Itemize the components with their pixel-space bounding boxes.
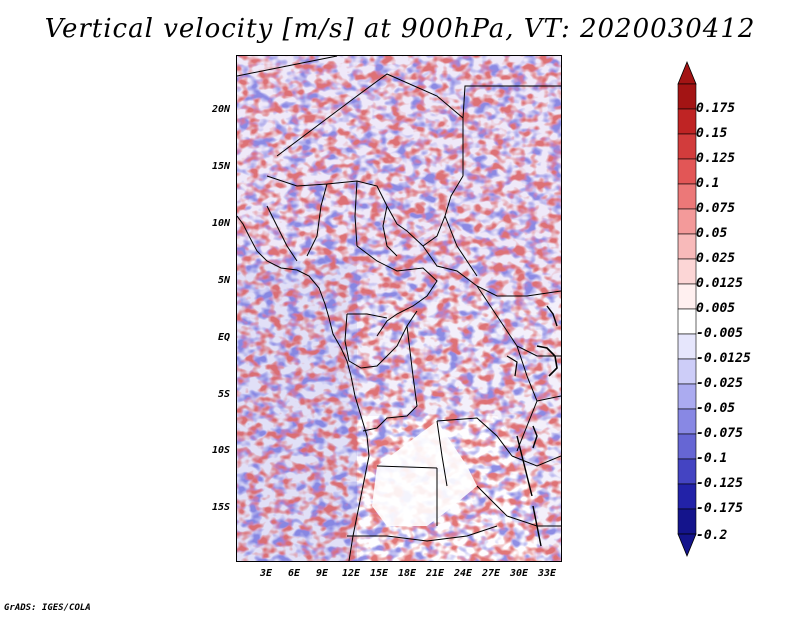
lat-label-10s: 10S	[211, 445, 230, 456]
colorbar-swatch	[677, 83, 697, 110]
lat-label-15s: 15S	[211, 502, 230, 513]
colorbar-swatch	[677, 133, 697, 160]
lat-label-15n: 15N	[211, 161, 230, 172]
country-borders	[237, 56, 561, 561]
lon-label-12e: 12E	[341, 568, 361, 579]
coastline	[237, 215, 370, 561]
colorbar-bottom-arrow	[677, 533, 697, 558]
colorbar-swatch	[677, 508, 697, 535]
colorbar-label: -0.1	[696, 451, 728, 466]
colorbar-swatch	[677, 358, 697, 385]
colorbar-swatch	[677, 308, 697, 335]
lat-label-5n: 5N	[217, 275, 230, 286]
field-calm-zone	[372, 421, 477, 526]
colorbar-label: 0.15	[696, 126, 728, 141]
colorbar-swatch	[677, 383, 697, 410]
lon-label-27e: 27E	[481, 568, 501, 579]
colorbar-label: -0.175	[696, 501, 743, 516]
colorbar-label: -0.125	[696, 476, 743, 491]
colorbar-swatch	[677, 283, 697, 310]
colorbar-label: 0.175	[696, 101, 736, 116]
colorbar-swatch	[677, 233, 697, 260]
colorbar-label: 0.075	[696, 201, 736, 216]
colorbar-label: 0.1	[696, 176, 720, 191]
map-canvas	[237, 56, 561, 561]
lat-label-20n: 20N	[211, 104, 230, 115]
lon-label-18e: 18E	[397, 568, 417, 579]
colorbar-swatch	[677, 458, 697, 485]
lon-label-15e: 15E	[369, 568, 389, 579]
colorbar-label: -0.05	[696, 401, 736, 416]
lon-label-9e: 9E	[315, 568, 329, 579]
colorbar-label: -0.005	[696, 326, 743, 341]
colorbar-swatch	[677, 408, 697, 435]
colorbar-label: 0.025	[696, 251, 736, 266]
colorbar-label: 0.0125	[696, 276, 743, 291]
colorbar-swatch	[677, 258, 697, 285]
lon-label-30e: 30E	[509, 568, 529, 579]
lat-label-eq: EQ	[217, 332, 230, 343]
grads-credit: GrADS: IGES/COLA	[4, 603, 91, 613]
colorbar-swatch	[677, 483, 697, 510]
colorbar-swatch	[677, 108, 697, 135]
colorbar-swatch	[677, 333, 697, 360]
colorbar	[677, 60, 697, 558]
colorbar-label: -0.025	[696, 376, 743, 391]
map-panel	[236, 55, 562, 562]
lat-label-10n: 10N	[211, 218, 230, 229]
colorbar-swatch	[677, 158, 697, 185]
colorbar-label: 0.005	[696, 301, 736, 316]
colorbar-label: -0.2	[696, 528, 728, 543]
colorbar-label: 0.05	[696, 226, 728, 241]
colorbar-top-arrow	[677, 60, 697, 85]
chart-title: Vertical velocity [m/s] at 900hPa, VT: 2…	[44, 14, 756, 44]
lon-label-3e: 3E	[259, 568, 273, 579]
colorbar-label: -0.0125	[696, 351, 751, 366]
lon-label-6e: 6E	[287, 568, 301, 579]
colorbar-swatch	[677, 208, 697, 235]
lon-label-33e: 33E	[537, 568, 557, 579]
colorbar-label: -0.075	[696, 426, 743, 441]
lat-label-5s: 5S	[217, 389, 230, 400]
lon-label-21e: 21E	[425, 568, 445, 579]
colorbar-swatch	[677, 183, 697, 210]
colorbar-swatch	[677, 433, 697, 460]
colorbar-label: 0.125	[696, 151, 736, 166]
lon-label-24e: 24E	[453, 568, 473, 579]
